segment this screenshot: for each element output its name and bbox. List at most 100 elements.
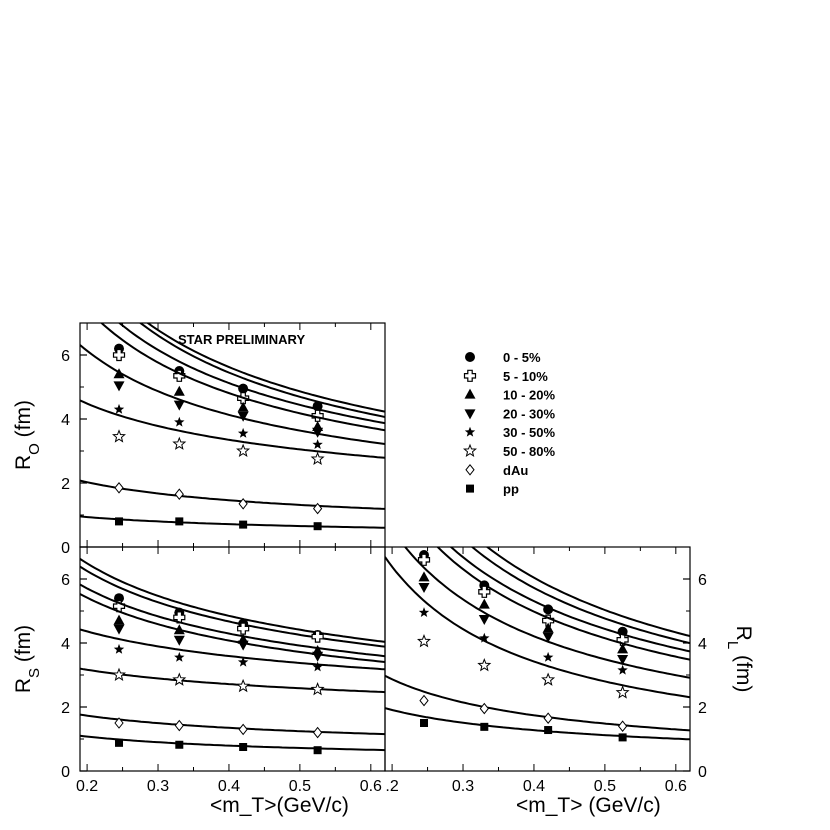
fit-curve [80,713,385,736]
legend-marker [465,463,475,476]
data-point [418,607,430,617]
legend-marker [464,388,476,399]
fit-curve [80,734,385,752]
data-point [312,502,323,515]
legend-entry: 50 - 80% [463,443,555,459]
data-point [420,719,429,727]
data-point [311,630,324,643]
data-point [175,517,184,526]
data-point [238,497,248,510]
legend-label: 20 - 30% [503,406,555,421]
fit-curve [80,515,385,529]
data-point [417,553,431,566]
y-axis-label-rs: RS (fm) [12,625,43,693]
series-diamond-open [80,479,385,515]
legend-label: 5 - 10% [503,369,548,384]
data-point [114,717,124,729]
y-tick-label: 4 [61,412,70,429]
fit-curve [449,547,690,653]
y-tick-label: 0 [61,540,70,557]
data-point [310,451,325,466]
y-tick-label: 4 [698,636,707,653]
x-tick-label: 0.4 [218,778,240,795]
series-star-open [385,556,690,699]
series-triangle-up-filled [418,547,690,654]
data-point [174,416,185,427]
x-tick-label: 0.5 [289,778,311,795]
data-point [113,381,125,392]
data-point [542,622,554,633]
series-diamond-open [385,674,690,733]
panel-rl: 0 2 4 6 .2 0.3 0.4 0.5 0.6 RL (fm) [384,546,755,795]
series-diamond-open [80,713,385,739]
data-point [236,443,251,458]
y-axis-label-ro: RO (fm) [12,400,43,470]
y-tick-label: 2 [61,700,70,717]
data-point [312,726,323,739]
y-tick-label: 2 [61,476,70,493]
x-tick-label: 0.6 [665,778,687,795]
data-point [115,738,124,747]
series-triangle-down-filled [80,593,385,663]
y-tick-label: 0 [698,764,707,781]
data-point [478,585,491,598]
y-axis-label-sub: L [725,641,742,649]
x-axis-label-left: <m_T>(GeV/c) [210,794,349,817]
data-point [313,522,322,531]
y-axis-label-unit: (fm) [12,400,35,443]
fit-curve [485,547,690,637]
legend-label: dAu [503,463,528,478]
y-tick-label: 0 [61,764,70,781]
series-star-filled [80,628,385,672]
series-cross-open [417,547,690,646]
data-point [478,598,490,609]
data-point [616,633,629,646]
y-tick-label: 4 [61,636,70,653]
data-point [311,409,324,422]
data-point [239,743,248,751]
y-tick-label: 6 [698,572,707,589]
panel-ro: 0 2 4 6 RO (fm) [12,322,386,557]
legend-label: 30 - 50% [503,425,555,440]
data-point [174,488,184,501]
legend-marker [464,409,476,420]
fit-curve [385,556,690,699]
legend-entry: 10 - 20% [464,388,555,403]
legend-label: 50 - 80% [503,444,555,459]
legend-entry: 5 - 10% [463,369,548,384]
data-point [418,583,430,593]
fit-curve [385,707,690,741]
data-point [113,403,125,414]
legend-marker [464,426,476,437]
x-axis-label-right: <m_T> (GeV/c) [516,794,661,817]
data-point [617,643,629,654]
data-point [237,622,250,635]
data-point [543,712,553,725]
data-point [479,632,490,643]
data-point [313,746,322,755]
data-point [542,651,554,662]
data-point [113,624,125,635]
data-point [618,733,627,742]
data-point [173,635,185,646]
data-point [479,702,489,715]
legend-label: pp [503,482,519,497]
y-tick-label: 6 [61,348,70,365]
fit-curve [436,547,690,661]
y-tick-label: 2 [698,700,707,717]
fit-curve [146,323,385,413]
data-point [112,429,126,443]
data-point [544,726,553,735]
data-point [238,723,248,736]
series-star-filled [80,344,385,449]
data-point [113,614,125,625]
fit-curve [403,547,690,679]
x-tick-label: .2 [385,778,398,795]
data-point [114,481,124,494]
data-point [418,571,430,582]
data-point [174,719,184,732]
y-axis-label-main: R [732,626,755,641]
legend-marker [463,443,477,458]
star-preliminary-annotation: STAR PRELIMINARY [178,332,305,347]
data-point [542,632,554,643]
